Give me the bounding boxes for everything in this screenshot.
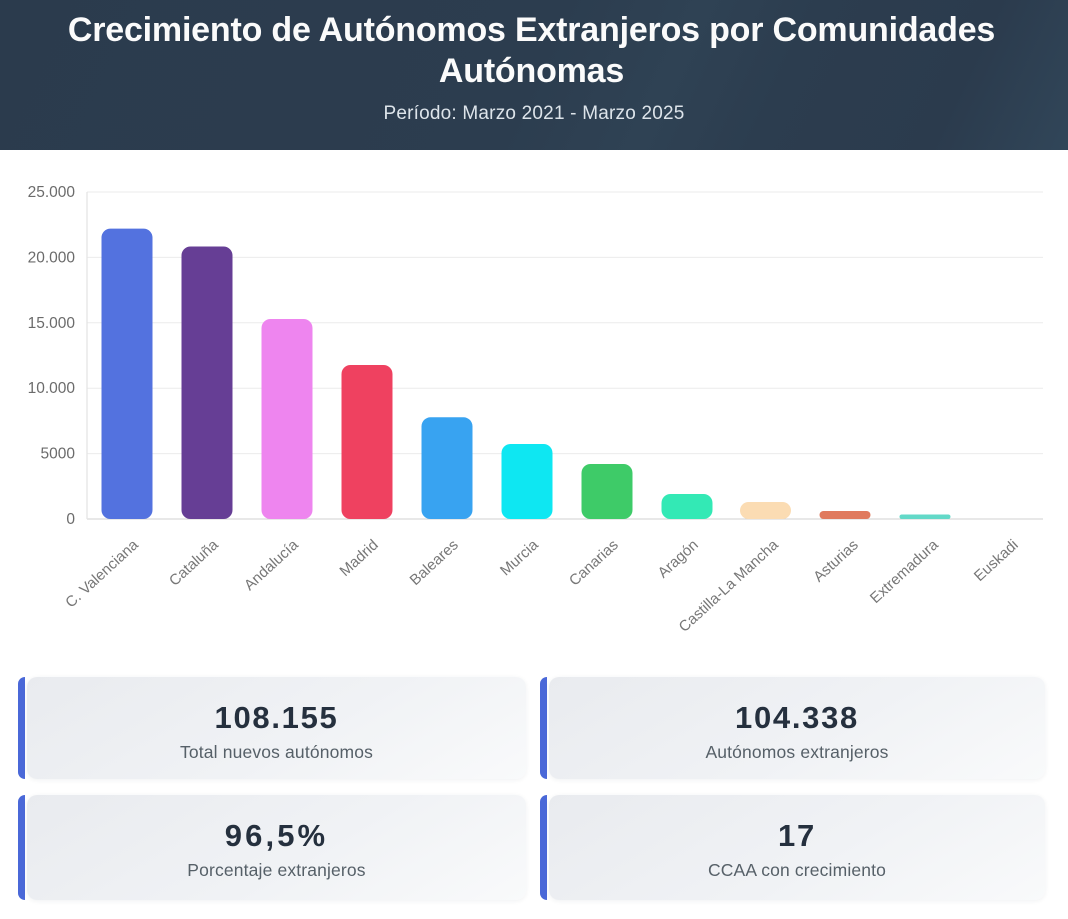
svg-text:Madrid: Madrid [336, 536, 381, 580]
svg-text:Aragón: Aragón [655, 536, 702, 581]
svg-text:Cataluña: Cataluña [166, 536, 222, 590]
svg-text:Canarias: Canarias [566, 536, 622, 589]
svg-text:20.000: 20.000 [28, 249, 76, 266]
svg-text:0: 0 [66, 511, 75, 528]
svg-text:15.000: 15.000 [28, 315, 76, 332]
svg-text:C. Valenciana: C. Valenciana [62, 536, 142, 611]
svg-text:10.000: 10.000 [28, 380, 76, 397]
svg-text:Asturias: Asturias [810, 536, 861, 585]
svg-text:Murcia: Murcia [497, 536, 542, 579]
svg-text:5000: 5000 [41, 446, 76, 463]
svg-text:Andalucía: Andalucía [241, 536, 302, 594]
svg-text:Euskadi: Euskadi [971, 536, 1022, 585]
svg-text:Extremadura: Extremadura [867, 536, 942, 607]
svg-text:Baleares: Baleares [407, 536, 462, 589]
svg-text:25.000: 25.000 [28, 184, 76, 201]
